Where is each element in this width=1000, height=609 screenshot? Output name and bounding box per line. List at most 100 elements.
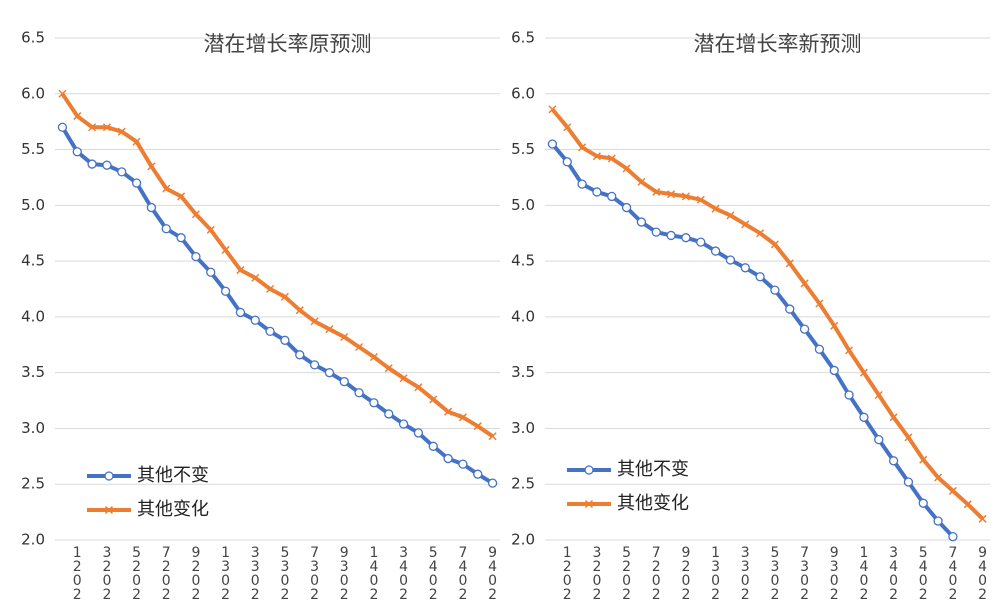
- y-tick-label: 5.5: [21, 140, 45, 158]
- marker: [191, 251, 201, 262]
- legend-marker: [104, 505, 114, 515]
- y-tick-label: 2.0: [511, 531, 535, 549]
- marker: [384, 409, 394, 419]
- marker: [963, 500, 972, 509]
- marker: [814, 344, 825, 354]
- marker: [755, 272, 765, 282]
- marker: [948, 532, 958, 542]
- marker: [756, 229, 765, 238]
- y-tick-label: 6.5: [21, 29, 45, 47]
- marker: [799, 324, 810, 334]
- y-tick-label: 3.5: [21, 363, 45, 381]
- marker: [696, 195, 705, 204]
- marker: [830, 321, 839, 330]
- marker: [978, 514, 987, 523]
- y-tick-label: 2.0: [21, 531, 45, 549]
- marker: [88, 123, 97, 132]
- y-tick-label: 4.5: [511, 252, 535, 270]
- marker: [904, 433, 913, 442]
- marker: [607, 154, 616, 163]
- legend-label: 其他变化: [137, 499, 209, 520]
- marker: [413, 428, 424, 438]
- marker: [369, 398, 379, 408]
- marker: [637, 177, 646, 186]
- series-line: [550, 142, 955, 539]
- y-tick-label: 5.0: [511, 196, 535, 214]
- y-tick-label: 4.0: [511, 307, 535, 325]
- marker: [548, 105, 557, 114]
- marker: [681, 233, 691, 243]
- marker: [933, 516, 943, 526]
- marker: [621, 202, 632, 213]
- marker: [102, 123, 111, 132]
- marker: [325, 325, 334, 334]
- y-tick-label: 3.5: [511, 363, 535, 381]
- marker: [652, 187, 661, 196]
- marker: [607, 191, 617, 202]
- marker: [146, 202, 157, 213]
- marker: [696, 237, 706, 247]
- y-tick-label: 2.5: [21, 475, 45, 493]
- marker: [250, 315, 260, 325]
- legend-marker: [584, 499, 594, 509]
- marker: [845, 346, 854, 355]
- marker: [398, 419, 409, 429]
- marker: [889, 413, 898, 422]
- marker: [487, 478, 498, 488]
- marker: [726, 211, 735, 220]
- marker: [444, 407, 453, 416]
- marker: [874, 434, 884, 445]
- y-tick-label: 3.0: [511, 419, 535, 437]
- marker: [191, 210, 200, 219]
- marker: [666, 230, 676, 241]
- marker: [295, 350, 305, 360]
- marker: [280, 335, 290, 345]
- marker: [73, 112, 82, 121]
- marker: [309, 360, 320, 370]
- marker: [58, 89, 67, 98]
- marker: [161, 224, 171, 234]
- marker: [236, 266, 245, 275]
- marker: [265, 326, 275, 337]
- y-tick-label: 4.0: [21, 307, 45, 325]
- marker: [355, 342, 364, 352]
- marker: [280, 292, 289, 301]
- marker: [710, 246, 721, 256]
- y-tick-label: 4.5: [21, 252, 45, 270]
- y-tick-label: 2.5: [511, 475, 535, 493]
- marker: [428, 441, 438, 451]
- y-tick-label: 6.5: [511, 29, 535, 47]
- marker: [948, 486, 957, 495]
- marker: [651, 227, 661, 237]
- marker: [339, 376, 349, 387]
- marker: [667, 190, 676, 199]
- marker: [636, 217, 647, 227]
- marker: [57, 122, 68, 132]
- chart-title: 潜在增长率原预测: [204, 32, 372, 56]
- marker: [859, 412, 869, 422]
- marker: [206, 225, 215, 234]
- marker: [488, 432, 497, 441]
- marker: [162, 184, 171, 193]
- marker: [740, 263, 750, 273]
- marker: [102, 160, 112, 170]
- marker: [622, 164, 631, 173]
- marker: [295, 306, 304, 315]
- marker: [176, 233, 186, 243]
- marker: [458, 459, 468, 469]
- marker: [206, 267, 216, 277]
